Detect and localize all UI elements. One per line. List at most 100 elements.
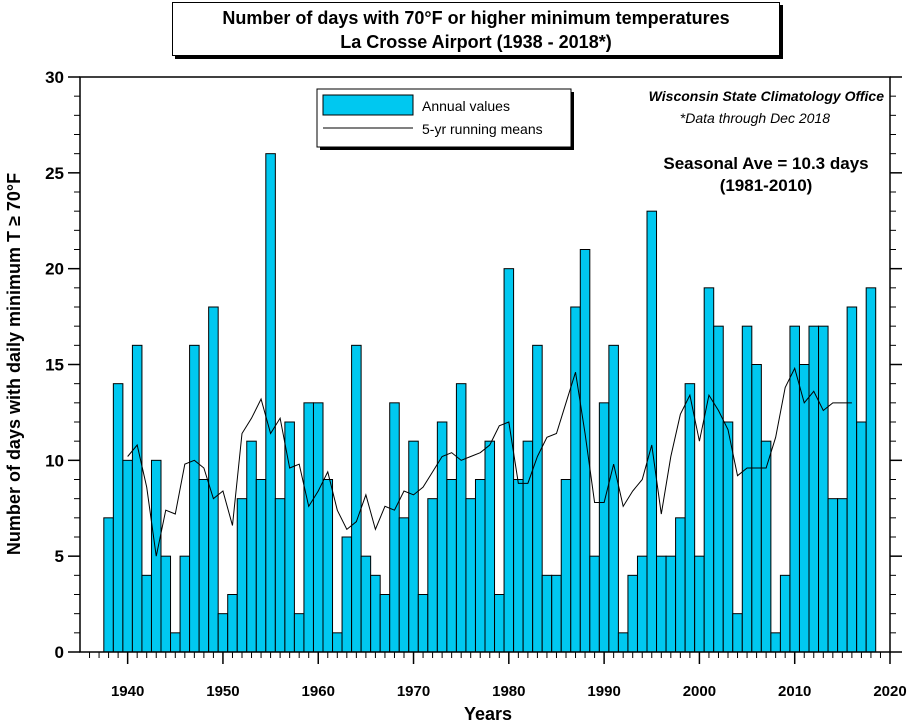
bar-2013 — [818, 325, 829, 653]
bar-1952 — [236, 498, 248, 653]
x-axis: 1940 1950 1960 1970 1980 1990 2000 2010 2020 — [89, 652, 907, 700]
bar-2007 — [760, 440, 772, 653]
bar-2006 — [751, 364, 762, 653]
bar-2016 — [846, 306, 858, 653]
bar-1946 — [179, 555, 191, 653]
bar-1987 — [570, 306, 581, 653]
bar-1962 — [332, 632, 343, 653]
bar-1977 — [474, 479, 486, 653]
y-axis: 0 5 10 15 20 25 30 — [45, 68, 902, 662]
bar-2017 — [856, 421, 867, 653]
bar-1999 — [684, 383, 696, 653]
x-tick-label-1990: 1990 — [587, 683, 620, 700]
bar-1963 — [341, 536, 353, 653]
bar-1956 — [274, 498, 286, 653]
bar-2011 — [798, 364, 810, 653]
x-tick-label-1940: 1940 — [111, 683, 144, 700]
bar-1995 — [646, 210, 658, 653]
bar-1994 — [636, 555, 648, 653]
bar-1983 — [532, 344, 543, 653]
bar-1961 — [322, 479, 334, 653]
bar-1984 — [541, 574, 553, 653]
bar-1940 — [122, 459, 133, 653]
x-tick-label-2020: 2020 — [873, 683, 906, 700]
bar-2009 — [779, 574, 791, 653]
bar-2018 — [865, 287, 877, 653]
x-tick-label-1960: 1960 — [302, 683, 335, 700]
bar-1941 — [131, 344, 143, 653]
bar-1942 — [141, 574, 152, 653]
bar-1955 — [265, 153, 276, 653]
bar-1947 — [189, 344, 200, 653]
bar-2000 — [694, 555, 705, 653]
y-tick-label-20: 20 — [45, 260, 64, 279]
legend-shadow-bottom — [320, 147, 574, 150]
y-tick-label-15: 15 — [45, 356, 64, 375]
bar-1967 — [379, 594, 391, 653]
chart-subtitle: La Crosse Airport (1938 - 2018*) — [340, 32, 612, 52]
bar-2003 — [722, 421, 734, 653]
bar-2012 — [808, 325, 820, 653]
bar-1950 — [217, 613, 229, 653]
bar-1957 — [284, 421, 295, 653]
y-tick-label-30: 30 — [45, 68, 64, 87]
legend-label-running: 5-yr running means — [422, 121, 543, 137]
bar-2005 — [741, 325, 753, 653]
bar-1939 — [112, 383, 124, 653]
bar-1968 — [389, 402, 400, 653]
bar-1997 — [665, 555, 677, 653]
x-tick-label-2010: 2010 — [778, 683, 811, 700]
bar-1951 — [227, 594, 238, 653]
office-credit: Wisconsin State Climatology Office — [649, 88, 885, 104]
bar-1978 — [484, 440, 496, 653]
x-tick-label-1970: 1970 — [397, 683, 430, 700]
bar-1945 — [170, 632, 181, 653]
data-note: *Data through Dec 2018 — [680, 110, 830, 126]
y-tick-label-0: 0 — [55, 643, 64, 662]
bar-1993 — [627, 574, 638, 653]
bar-1974 — [446, 479, 457, 653]
bar-1954 — [255, 479, 267, 653]
bar-2015 — [837, 498, 848, 653]
x-tick-label-2000: 2000 — [683, 683, 716, 700]
bar-1972 — [427, 498, 438, 653]
bar-1988 — [579, 249, 591, 653]
y-tick-label-25: 25 — [45, 164, 64, 183]
bar-1998 — [675, 517, 686, 653]
legend-swatch-annual — [322, 94, 414, 116]
bar-1969 — [398, 517, 410, 653]
bar-1992 — [617, 632, 629, 653]
bar-1959 — [303, 402, 314, 653]
bar-1953 — [246, 440, 257, 653]
line-series-running-means — [127, 366, 852, 557]
legend: Annual values 5-yr running means — [316, 88, 574, 150]
bar-1964 — [351, 344, 362, 653]
bar-1996 — [656, 555, 667, 653]
bar-1949 — [208, 306, 219, 653]
legend-label-annual: Annual values — [422, 98, 510, 114]
bar-1979 — [494, 594, 505, 653]
bar-2008 — [770, 632, 781, 653]
bar-2004 — [732, 613, 743, 653]
chart-title-box: Number of days with 70°F or higher minim… — [172, 2, 780, 56]
x-tick-label-1980: 1980 — [492, 683, 525, 700]
bar-1985 — [551, 574, 562, 653]
bar-2002 — [713, 325, 724, 653]
bar-2014 — [827, 498, 839, 653]
bar-1971 — [417, 594, 429, 653]
bar-1965 — [360, 555, 372, 653]
bar-1944 — [160, 555, 172, 653]
bar-1958 — [293, 613, 305, 653]
bar-1980 — [503, 268, 515, 653]
bar-1976 — [465, 498, 476, 653]
bar-1991 — [608, 344, 619, 653]
bar-1948 — [198, 479, 210, 653]
bar-1990 — [598, 402, 610, 653]
y-axis-label: Number of days with daily minimum T ≥ 70… — [4, 173, 24, 555]
bar-1938 — [103, 517, 114, 653]
bar-1989 — [589, 555, 600, 653]
x-tick-label-1950: 1950 — [206, 683, 239, 700]
bar-1960 — [312, 402, 324, 653]
seasonal-average: Seasonal Ave = 10.3 days — [663, 154, 868, 173]
